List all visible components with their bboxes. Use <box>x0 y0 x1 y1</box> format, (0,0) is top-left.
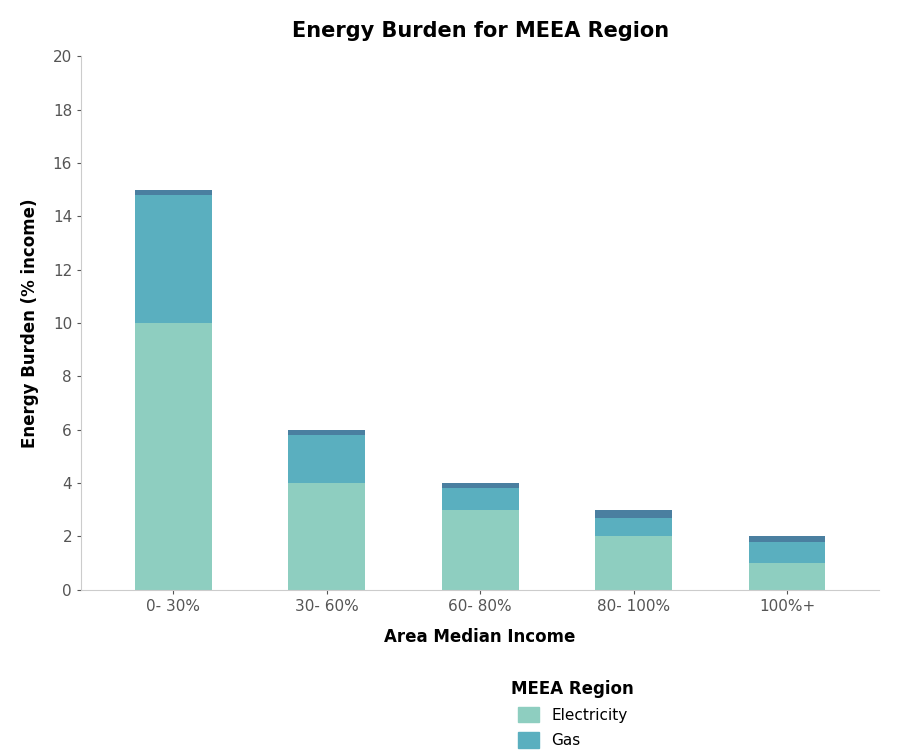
Bar <box>442 483 518 488</box>
Bar <box>288 429 365 435</box>
Bar <box>595 518 672 536</box>
X-axis label: Area Median Income: Area Median Income <box>384 627 576 646</box>
Bar <box>442 488 518 510</box>
Bar <box>595 536 672 590</box>
Bar <box>595 510 672 518</box>
Bar <box>288 483 365 590</box>
Bar <box>135 323 212 590</box>
Bar <box>749 541 825 563</box>
Bar <box>749 563 825 590</box>
Bar <box>749 536 825 541</box>
Bar <box>135 190 212 195</box>
Bar <box>288 435 365 483</box>
Legend: Electricity, Gas, Other: Electricity, Gas, Other <box>504 672 642 756</box>
Y-axis label: Energy Burden (% income): Energy Burden (% income) <box>21 198 39 448</box>
Bar <box>135 195 212 323</box>
Title: Energy Burden for MEEA Region: Energy Burden for MEEA Region <box>292 21 669 41</box>
Bar <box>442 510 518 590</box>
